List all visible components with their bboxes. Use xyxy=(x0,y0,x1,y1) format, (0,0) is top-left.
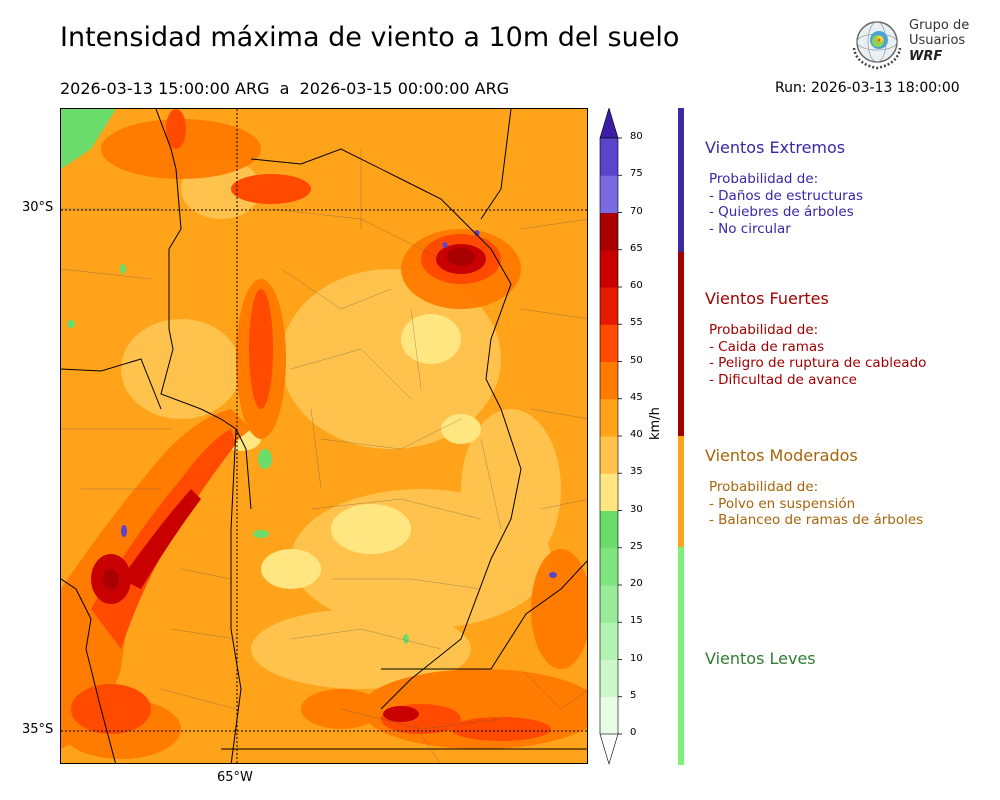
legend-risk-item: - Quiebres de árboles xyxy=(709,204,854,220)
colorbar-segment xyxy=(600,175,618,213)
legend-risk-item: - Dificultad de avance xyxy=(709,371,857,388)
colorbar-segment xyxy=(600,547,618,586)
colorbar-tick-label: 75 xyxy=(630,168,643,180)
colorbar-unit: km/h xyxy=(648,407,663,440)
longitude-label-65w: 65°W xyxy=(217,770,253,785)
legend-category: Vientos Moderados Probabilidad de: - Polvo… xyxy=(705,446,923,529)
legend-category-title: Vientos Fuertes xyxy=(705,289,829,308)
colorbar-segment xyxy=(600,212,618,251)
legend-risk-item: - No circular xyxy=(709,220,791,237)
colorbar-tick-label: 30 xyxy=(630,503,643,515)
legend-risk-item: - Polvo en suspensión xyxy=(709,495,856,512)
legend-category-description: Probabilidad de: - Caida de ramas - Peligr… xyxy=(709,322,927,388)
legend-category-title: Vientos Extremos xyxy=(705,138,846,157)
colorbar-tick-label: 35 xyxy=(630,466,643,478)
legend-category-description: Probabilidad de: - Daños de estructuras - … xyxy=(709,171,864,237)
run-timestamp: Run: 2026-03-13 18:00:00 xyxy=(775,80,960,96)
colorbar xyxy=(599,108,622,766)
colorbar-tick-label: 65 xyxy=(630,242,643,254)
colorbar-tick-label: 15 xyxy=(630,615,643,627)
legend-color-bar xyxy=(678,252,684,436)
colorbar-segment xyxy=(600,659,618,698)
colorbar-extension-min xyxy=(599,733,619,766)
colorbar-tick-label: 80 xyxy=(630,131,643,142)
colorbar-segment xyxy=(600,473,618,511)
latitude-label-30s: 30°S xyxy=(22,200,54,215)
legend-risk-item: - Daños de estructuras xyxy=(709,187,864,204)
legend-color-bar xyxy=(678,108,684,252)
colorbar-extension-max xyxy=(599,108,619,139)
colorbar-tick-label: 55 xyxy=(630,317,643,329)
logo-text: Grupo de Usuarios xyxy=(909,18,970,48)
colorbar-segment xyxy=(600,324,618,362)
colorbar-tick-label: 60 xyxy=(630,280,643,291)
legend-category-title: Vientos Moderados xyxy=(705,446,858,465)
legend-category: Vientos Extremos Probabilidad de: - Daños … xyxy=(705,138,863,237)
legend-risk-item: - Caida de ramas xyxy=(709,338,825,355)
colorbar-segment xyxy=(600,696,618,735)
legend-risk-item: - Balanceo de ramas de árboles xyxy=(709,512,924,528)
wind-map xyxy=(60,108,588,764)
legend-category: Vientos Fuertes Probabilidad de: - Caida d… xyxy=(705,289,926,388)
colorbar-tick-label: 45 xyxy=(630,391,643,403)
forecast-period: 2026-03-13 15:00:00 ARG a 2026-03-15 00:… xyxy=(60,79,510,98)
colorbar-segment xyxy=(600,398,618,437)
colorbar-segment xyxy=(600,622,618,660)
colorbar-tick-label: 40 xyxy=(630,429,643,440)
colorbar-segment xyxy=(600,138,618,176)
colorbar-segment xyxy=(600,510,618,549)
legend-risk-item: - Peligro de ruptura de cableado xyxy=(709,355,927,371)
legend-category: Vientos Leves xyxy=(705,649,816,668)
colorbar-segment xyxy=(600,585,618,623)
colorbar-tick-label: 50 xyxy=(630,354,643,366)
colorbar-tick-label: 10 xyxy=(630,652,643,664)
wind-field xyxy=(61,109,587,763)
logo-wrf-text: WRF xyxy=(909,49,943,64)
colorbar-tick-label: 70 xyxy=(630,205,643,217)
colorbar-tick-label: 25 xyxy=(630,540,643,552)
latitude-label-35s: 35°S xyxy=(22,722,54,737)
colorbar-tick-label: 5 xyxy=(630,689,637,701)
legend-color-bar xyxy=(678,547,684,765)
legend-color-bar xyxy=(678,436,684,547)
map-title: Intensidad máxima de viento a 10m del su… xyxy=(60,22,680,53)
colorbar-segment xyxy=(600,361,618,400)
legend-category-title: Vientos Leves xyxy=(705,649,816,668)
globe-icon xyxy=(852,21,902,70)
colorbar-tick-label: 0 xyxy=(630,727,637,738)
colorbar-segment xyxy=(600,249,618,288)
colorbar-segment xyxy=(600,436,618,474)
colorbar-tick-label: 20 xyxy=(630,578,643,589)
colorbar-segment xyxy=(600,287,618,325)
legend-category-description: Probabilidad de: - Polvo en suspensión - B… xyxy=(709,479,924,528)
grupo-wrf-logo: Grupo de Usuarios WRF xyxy=(848,16,973,72)
